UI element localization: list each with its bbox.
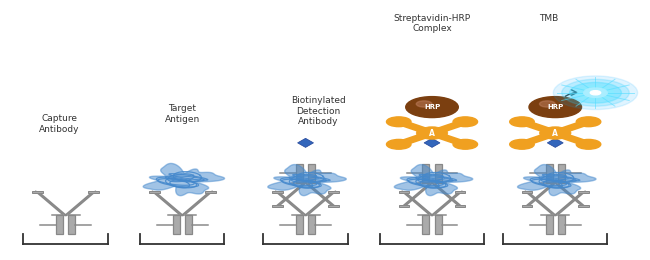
FancyBboxPatch shape [578,205,588,207]
FancyBboxPatch shape [422,164,430,183]
FancyBboxPatch shape [296,215,303,234]
Circle shape [510,117,534,127]
FancyBboxPatch shape [272,205,283,207]
Circle shape [584,88,607,98]
FancyBboxPatch shape [88,191,99,193]
FancyBboxPatch shape [185,215,192,234]
Circle shape [510,139,534,149]
Circle shape [529,97,582,118]
Circle shape [453,139,478,149]
Text: Capture
Antibody: Capture Antibody [39,114,79,134]
FancyBboxPatch shape [558,215,565,234]
Text: Streptavidin-HRP
Complex: Streptavidin-HRP Complex [393,14,471,33]
Polygon shape [547,138,564,147]
FancyBboxPatch shape [422,215,430,234]
Circle shape [562,79,629,106]
Circle shape [416,127,448,139]
FancyBboxPatch shape [435,215,441,234]
Text: TMB: TMB [539,14,558,23]
Polygon shape [517,165,596,196]
FancyBboxPatch shape [522,191,532,193]
FancyBboxPatch shape [545,164,552,183]
FancyBboxPatch shape [328,191,339,193]
FancyBboxPatch shape [308,215,315,234]
Circle shape [387,139,411,149]
Polygon shape [424,138,440,147]
Text: A: A [429,128,435,138]
FancyBboxPatch shape [398,205,410,207]
Text: A: A [552,128,558,138]
FancyBboxPatch shape [68,215,75,234]
FancyBboxPatch shape [328,205,339,207]
FancyBboxPatch shape [308,164,315,183]
Polygon shape [298,138,313,147]
Text: HRP: HRP [424,104,440,110]
FancyBboxPatch shape [578,191,588,193]
FancyBboxPatch shape [455,191,465,193]
Circle shape [416,101,432,107]
Text: Biotinylated
Detection
Antibody: Biotinylated Detection Antibody [291,96,346,126]
Circle shape [569,82,621,103]
Circle shape [590,91,601,95]
FancyBboxPatch shape [149,191,159,193]
Text: Target
Antigen: Target Antigen [164,104,200,124]
Circle shape [406,97,458,118]
Circle shape [577,117,601,127]
Text: HRP: HRP [547,104,564,110]
Circle shape [537,100,574,114]
Circle shape [453,117,478,127]
Circle shape [413,100,450,114]
Polygon shape [143,164,224,196]
Circle shape [540,101,555,107]
Circle shape [577,139,601,149]
FancyBboxPatch shape [56,215,63,234]
FancyBboxPatch shape [435,164,441,183]
Circle shape [540,127,571,139]
FancyBboxPatch shape [173,215,179,234]
FancyBboxPatch shape [522,205,532,207]
FancyBboxPatch shape [272,191,283,193]
Circle shape [577,86,614,100]
FancyBboxPatch shape [558,164,565,183]
Polygon shape [268,165,346,196]
FancyBboxPatch shape [455,205,465,207]
FancyBboxPatch shape [32,191,43,193]
Polygon shape [395,165,473,196]
Circle shape [387,117,411,127]
FancyBboxPatch shape [205,191,216,193]
FancyBboxPatch shape [545,215,552,234]
Circle shape [553,76,638,109]
FancyBboxPatch shape [398,191,410,193]
FancyBboxPatch shape [296,164,303,183]
